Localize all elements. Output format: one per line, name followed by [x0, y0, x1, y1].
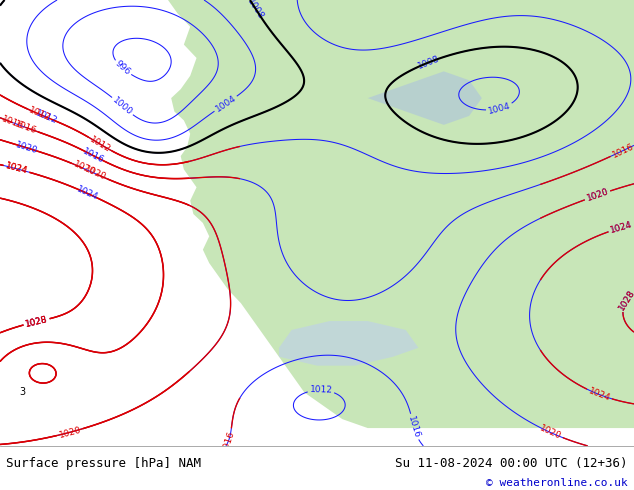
- Text: 1024: 1024: [75, 185, 100, 202]
- Text: 1016: 1016: [221, 429, 236, 454]
- Text: 1020: 1020: [15, 140, 39, 155]
- Text: 1024: 1024: [609, 220, 633, 235]
- Text: 1024: 1024: [587, 386, 611, 403]
- Text: 1000: 1000: [111, 96, 134, 117]
- Text: 1020: 1020: [72, 160, 96, 177]
- Text: 1016: 1016: [1, 114, 25, 131]
- Text: 1020: 1020: [58, 425, 82, 440]
- Text: 1012: 1012: [34, 108, 58, 125]
- Text: 996: 996: [113, 59, 132, 77]
- Text: 1012: 1012: [309, 385, 333, 395]
- Text: 1004: 1004: [214, 94, 238, 114]
- Text: 1020: 1020: [83, 165, 108, 182]
- Text: 1024: 1024: [609, 220, 633, 235]
- Text: 1016: 1016: [13, 119, 38, 136]
- Text: 1024: 1024: [4, 162, 29, 176]
- Polygon shape: [279, 321, 418, 366]
- Text: 1016: 1016: [81, 147, 106, 165]
- Text: 1016: 1016: [611, 142, 634, 160]
- Text: 1012: 1012: [27, 106, 52, 123]
- Text: 1004: 1004: [487, 101, 512, 116]
- Text: Surface pressure [hPa] NAM: Surface pressure [hPa] NAM: [6, 457, 202, 470]
- Text: 1020: 1020: [538, 424, 563, 441]
- Text: 1020: 1020: [585, 187, 610, 203]
- Text: 1008: 1008: [417, 54, 441, 71]
- Text: 1012: 1012: [88, 134, 112, 154]
- Text: 1008: 1008: [246, 0, 266, 21]
- Text: 1024: 1024: [4, 162, 29, 176]
- Text: 1020: 1020: [585, 187, 610, 203]
- Text: 3: 3: [19, 388, 25, 397]
- Text: 1028: 1028: [24, 315, 49, 329]
- Text: 1028: 1028: [24, 315, 49, 329]
- Polygon shape: [168, 0, 634, 428]
- Polygon shape: [368, 72, 482, 125]
- Text: © weatheronline.co.uk: © weatheronline.co.uk: [486, 478, 628, 489]
- Text: 1028: 1028: [618, 288, 634, 312]
- Text: 1028: 1028: [24, 315, 49, 329]
- Text: 1016: 1016: [406, 415, 422, 439]
- Text: 1028: 1028: [618, 288, 634, 312]
- Text: Su 11-08-2024 00:00 UTC (12+36): Su 11-08-2024 00:00 UTC (12+36): [395, 457, 628, 470]
